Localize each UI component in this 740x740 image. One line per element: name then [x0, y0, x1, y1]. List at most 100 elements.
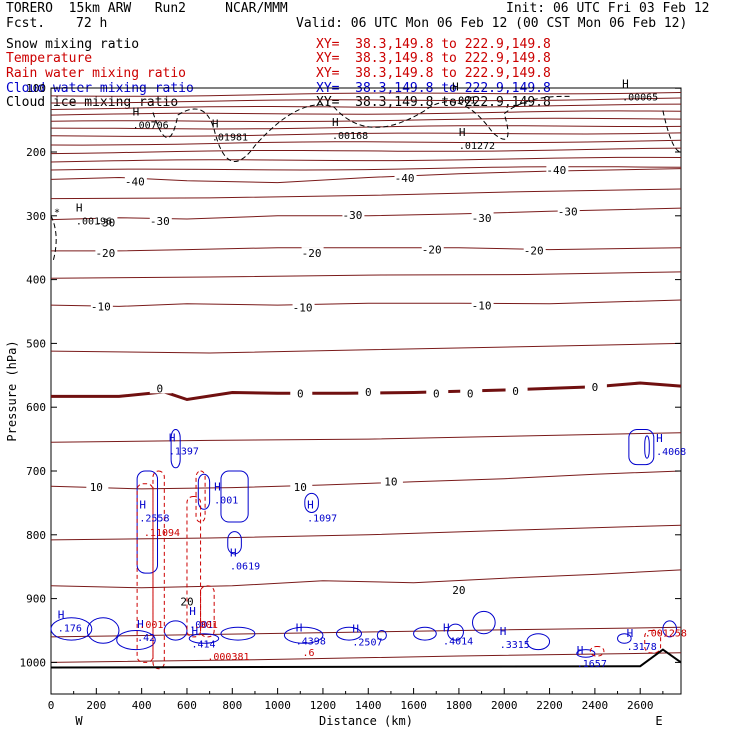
isotherm-label: 20 — [452, 584, 465, 597]
upper-isotherm-line — [51, 97, 682, 104]
isotherm-label-bg — [448, 583, 471, 595]
isotherm-label-bg — [301, 247, 324, 259]
upper-isotherm-line — [50, 103, 682, 110]
cloud-water-contour — [413, 626, 437, 641]
cloud-water-contour — [283, 626, 324, 644]
isotherm-label: -10 — [293, 301, 313, 314]
lower-isotherm-line — [50, 652, 682, 663]
isotherm-label-bg — [149, 215, 172, 227]
x-tick-label: 2000 — [491, 699, 518, 712]
cloud-water-max-value: .4014 — [443, 637, 473, 648]
snow-max-value: .00168 — [332, 131, 368, 142]
isotherm-line-20 — [50, 569, 682, 589]
cloud-water-max-value: .001 — [214, 496, 238, 507]
field-xy-cloud-ice: XY= 38.3,149.8 to 222.9,149.8 — [316, 95, 551, 110]
cloud-water-contour — [163, 620, 188, 641]
lower-isotherm-line — [50, 524, 682, 541]
cloud-water-max-h-marker: H — [58, 608, 65, 621]
rain-contour — [200, 585, 215, 638]
cloud-ice-contour — [662, 110, 682, 153]
snow-max-h-marker: H — [459, 126, 466, 139]
cloud-water-max-value: .42 — [137, 633, 155, 644]
isotherm-label-bg — [90, 300, 113, 312]
isotherm-label-bg — [523, 244, 546, 256]
isotherm-label-bg — [290, 481, 313, 493]
isotherm-label-bg — [86, 481, 109, 493]
cloud-water-max-h-marker: H — [137, 618, 144, 631]
plot-frame — [50, 87, 682, 695]
cloud-water-max-h-marker: H — [230, 546, 237, 559]
snow-max-h-marker: H — [622, 77, 629, 90]
snow-max-value: .01272 — [459, 141, 495, 152]
rain-contour — [589, 645, 605, 657]
isotherm-label-bg — [124, 175, 147, 187]
rain-max-value: .001 — [139, 620, 163, 631]
rain-contour — [195, 470, 206, 523]
isotherm-label: -30 — [558, 206, 578, 219]
isotherm-label-bg — [546, 164, 569, 176]
x-tick-label: 200 — [86, 699, 106, 712]
cloud-water-max-value: .414 — [192, 639, 216, 650]
isotherm-label: 0 — [365, 386, 372, 399]
cloud-water-contour — [86, 617, 120, 644]
x-tick-label: 2600 — [627, 699, 654, 712]
y-tick-label: 700 — [26, 465, 46, 478]
isotherm-label: -20 — [302, 247, 322, 260]
cloud-water-max-value: .1097 — [307, 514, 337, 525]
forecast-label: Fcst. — [6, 16, 46, 31]
field-name-snow: Snow mixing ratio — [6, 37, 140, 52]
lower-isotherm-line — [50, 432, 682, 443]
upper-isotherm-line — [50, 156, 682, 163]
isotherm-label-bg — [149, 382, 172, 394]
upper-isotherm-line — [50, 125, 682, 130]
rain-contour — [186, 496, 202, 638]
cloud-water-contour — [662, 620, 677, 638]
isotherm-label: -30 — [342, 209, 362, 222]
x-tick-label: 1400 — [355, 699, 382, 712]
isotherm-label: -30 — [472, 212, 492, 225]
y-tick-label: 800 — [26, 529, 46, 542]
field-name-temperature: Temperature — [6, 51, 93, 66]
y-axis-title: Pressure (hPa) — [5, 340, 19, 441]
field-name-rain: Rain water mixing ratio — [6, 66, 187, 81]
cloud-water-max-h-marker: H — [139, 499, 146, 512]
isotherm-label-bg — [292, 301, 315, 313]
isotherm-label-bg — [176, 595, 199, 607]
rain-contour — [644, 630, 662, 654]
x-tick-label: 1800 — [446, 699, 473, 712]
isotherm-line-minus30 — [50, 207, 682, 221]
cloud-water-contour — [227, 531, 242, 555]
cloud-water-max-h-marker: H — [577, 644, 584, 657]
snow-max-value: .00706 — [133, 121, 169, 132]
isotherm-label: -40 — [125, 176, 145, 189]
x-tick-label: 1000 — [264, 699, 291, 712]
init-time: Init: 06 UTC Fri 03 Feb 12 — [506, 1, 710, 16]
rain-max-value: .000381 — [207, 652, 249, 663]
isotherm-label-bg — [358, 386, 381, 398]
cloud-water-max-h-marker: H — [296, 622, 303, 635]
cloud-ice-contour — [152, 95, 573, 162]
isotherm-label: -20 — [524, 245, 544, 258]
cloud-water-contour — [472, 610, 496, 635]
y-tick-label: 600 — [26, 401, 46, 414]
cloud-water-contour — [50, 617, 93, 641]
x-tick-label: 1200 — [310, 699, 337, 712]
upper-isotherm-line — [50, 110, 682, 116]
cloud-water-contour — [376, 630, 387, 641]
isotherm-label: -20 — [422, 243, 442, 256]
isotherm-label: -30 — [150, 215, 170, 228]
cloud-water-max-h-marker: H — [627, 627, 634, 640]
isotherm-label-bg — [460, 387, 483, 399]
cloud-water-contour — [447, 623, 464, 641]
snow-max-h-marker: H — [76, 201, 83, 214]
cloud-water-max-h-marker: H — [500, 625, 507, 638]
isotherm-label: -40 — [546, 164, 566, 177]
x-tick-label: 1600 — [400, 699, 427, 712]
model-title: TORERO 15km ARW Run2 NCAR/MMM — [6, 1, 288, 16]
terrain-line — [50, 648, 682, 669]
x-tick-label: 2200 — [536, 699, 563, 712]
upper-isotherm-line — [50, 139, 682, 146]
y-tick-label: 1000 — [20, 656, 47, 669]
snow-max-h-marker: H — [212, 118, 219, 131]
